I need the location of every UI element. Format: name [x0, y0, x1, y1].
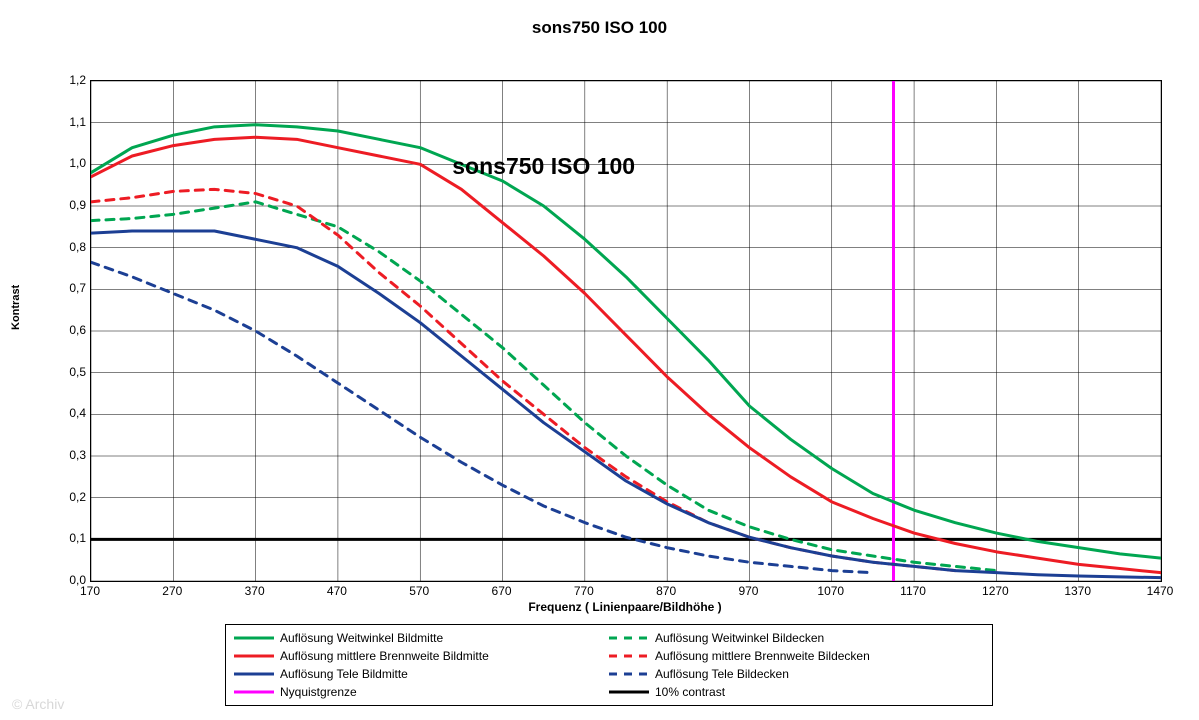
chart-title: sons750 ISO 100: [0, 18, 1199, 38]
y-axis-label: Kontrast: [10, 285, 22, 330]
xtick-label: 370: [245, 584, 265, 598]
xtick-label: 670: [492, 584, 512, 598]
plot-area: sons750 ISO 100: [90, 80, 1162, 582]
legend-swatch: [609, 667, 649, 681]
ytick-label: 0,4: [58, 406, 86, 420]
ytick-label: 0,8: [58, 240, 86, 254]
series-tele_ecke: [91, 262, 873, 572]
legend-label: Auflösung Weitwinkel Bildecken: [655, 631, 824, 645]
chart-page: sons750 ISO 100 Kontrast sons750 ISO 100…: [0, 0, 1199, 720]
ytick-label: 0,6: [58, 323, 86, 337]
xtick-label: 970: [738, 584, 758, 598]
ytick-label: 0,3: [58, 448, 86, 462]
series-tele_mitte: [91, 231, 1161, 578]
xtick-label: 1270: [982, 584, 1009, 598]
legend-swatch: [234, 667, 274, 681]
legend: Auflösung Weitwinkel Bildmitte Auflösung …: [225, 624, 993, 706]
legend-swatch: [234, 685, 274, 699]
legend-swatch: [609, 685, 649, 699]
xtick-label: 770: [574, 584, 594, 598]
ytick-label: 1,1: [58, 115, 86, 129]
ytick-label: 0,5: [58, 365, 86, 379]
legend-label: Nyquistgrenze: [280, 685, 357, 699]
xtick-label: 1170: [900, 584, 926, 598]
series-ww_mitte: [91, 125, 1161, 558]
copyright: © Archiv: [12, 696, 64, 712]
legend-swatch: [609, 649, 649, 663]
xtick-label: 270: [162, 584, 182, 598]
legend-label: Auflösung mittlere Brennweite Bildecken: [655, 649, 870, 663]
xtick-label: 1470: [1147, 584, 1174, 598]
ytick-label: 0,9: [58, 198, 86, 212]
legend-item: Auflösung Weitwinkel Bildmitte: [234, 629, 609, 647]
legend-swatch: [234, 631, 274, 645]
legend-label: 10% contrast: [655, 685, 725, 699]
series-mb_ecke: [91, 189, 955, 570]
ytick-label: 1,2: [58, 73, 86, 87]
legend-swatch: [609, 631, 649, 645]
series-mb_mitte: [91, 137, 1161, 572]
legend-label: Auflösung Tele Bildmitte: [280, 667, 408, 681]
legend-label: Auflösung Tele Bildecken: [655, 667, 789, 681]
xtick-label: 1370: [1064, 584, 1091, 598]
legend-item: 10% contrast: [609, 683, 984, 701]
chart-inner-title: sons750 ISO 100: [452, 153, 635, 180]
legend-item: Auflösung Weitwinkel Bildecken: [609, 629, 984, 647]
ytick-label: 0,2: [58, 490, 86, 504]
x-axis-label: Frequenz ( Linienpaare/Bildhöhe ): [90, 600, 1160, 614]
legend-item: Auflösung Tele Bildecken: [609, 665, 984, 683]
legend-item: Auflösung mittlere Brennweite Bildmitte: [234, 647, 609, 665]
legend-label: Auflösung mittlere Brennweite Bildmitte: [280, 649, 489, 663]
xtick-label: 570: [409, 584, 429, 598]
xtick-label: 470: [327, 584, 347, 598]
legend-label: Auflösung Weitwinkel Bildmitte: [280, 631, 443, 645]
xtick-label: 170: [80, 584, 100, 598]
ytick-label: 0,7: [58, 281, 86, 295]
legend-item: Auflösung Tele Bildmitte: [234, 665, 609, 683]
legend-swatch: [234, 649, 274, 663]
ytick-label: 1,0: [58, 156, 86, 170]
xtick-label: 870: [656, 584, 676, 598]
ytick-label: 0,1: [58, 531, 86, 545]
xtick-label: 1070: [817, 584, 844, 598]
legend-item: Nyquistgrenze: [234, 683, 609, 701]
legend-item: Auflösung mittlere Brennweite Bildecken: [609, 647, 984, 665]
